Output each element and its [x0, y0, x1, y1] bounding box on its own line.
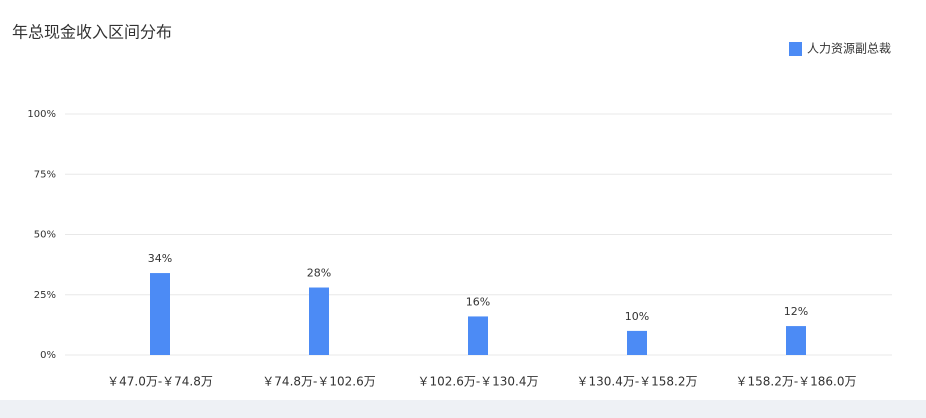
bar	[150, 273, 170, 355]
x-tick-label: ￥130.4万-￥158.2万	[576, 375, 697, 389]
x-tick-label: ￥47.0万-￥74.8万	[107, 375, 213, 389]
bar	[786, 326, 806, 355]
x-tick-label: ￥102.6万-￥130.4万	[417, 375, 538, 389]
y-tick-label: 0%	[40, 350, 56, 361]
data-label: 34%	[148, 252, 172, 265]
data-label: 28%	[307, 267, 331, 280]
y-tick-label: 25%	[34, 290, 56, 301]
bar	[627, 330, 647, 355]
bar	[468, 316, 488, 355]
y-tick-label: 100%	[27, 109, 56, 120]
data-label: 12%	[784, 305, 808, 318]
chart-title: 年总现金收入区间分布	[12, 23, 172, 42]
x-tick-label: ￥74.8万-￥102.6万	[262, 375, 375, 389]
y-tick-label: 50%	[34, 230, 56, 241]
y-tick-label: 75%	[34, 169, 56, 180]
legend-swatch	[789, 42, 802, 56]
footer-strip	[0, 400, 926, 418]
data-label: 10%	[625, 310, 649, 323]
bar	[309, 287, 329, 355]
data-label: 16%	[466, 295, 490, 308]
x-tick-label: ￥158.2万-￥186.0万	[735, 375, 856, 389]
legend-label: 人力资源副总裁	[807, 42, 891, 56]
